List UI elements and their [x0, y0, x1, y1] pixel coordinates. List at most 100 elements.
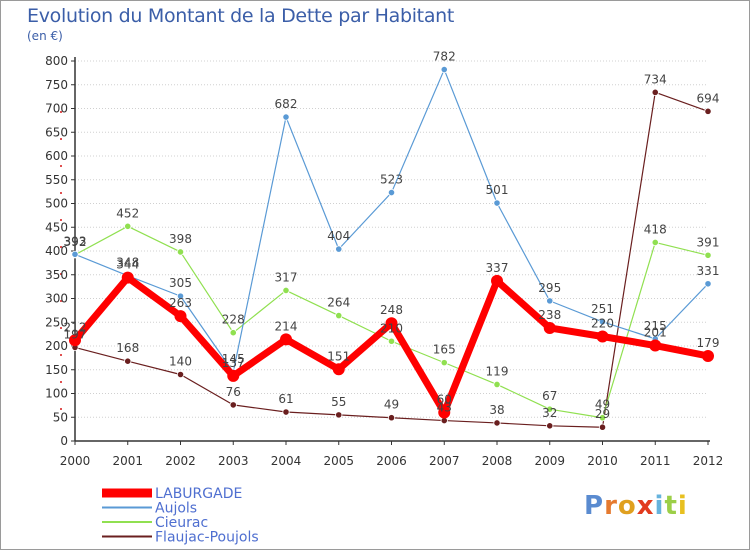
data-label-flaujac-poujols: 32	[542, 406, 557, 420]
data-point-cieurac	[282, 286, 290, 295]
x-tick-label: 2001	[112, 454, 143, 468]
data-label-laburgade: 344	[116, 258, 139, 272]
data-point-cieurac	[493, 380, 501, 389]
data-label-cieurac: 165	[433, 343, 456, 357]
data-label-aujols: 682	[275, 97, 298, 111]
data-point-laburgade	[491, 274, 503, 287]
legend-label-aujols: Aujols	[155, 501, 197, 517]
y-tick-label: 750	[45, 78, 68, 92]
x-tick-label: 2009	[534, 454, 565, 468]
logo-letter: x	[636, 491, 655, 521]
x-tick-label: 2007	[429, 454, 460, 468]
axis-marker	[60, 408, 62, 410]
x-tick-label: 2002	[165, 454, 196, 468]
data-label-laburgade: 201	[644, 326, 667, 340]
data-point-flaujac-poujols	[704, 107, 712, 115]
data-label-laburgade: 179	[697, 336, 720, 350]
data-label-flaujac-poujols: 734	[644, 72, 667, 86]
y-tick-label: 450	[45, 220, 68, 234]
axis-marker	[60, 165, 62, 167]
data-label-laburgade: 212	[64, 320, 87, 334]
data-label-cieurac: 418	[644, 222, 667, 236]
y-tick-label: 200	[45, 339, 68, 353]
data-label-flaujac-poujols: 168	[116, 341, 139, 355]
data-point-flaujac-poujols	[229, 401, 237, 409]
data-label-aujols: 348	[116, 256, 139, 270]
data-point-laburgade	[280, 333, 292, 346]
data-point-aujols	[440, 65, 448, 74]
data-point-cieurac	[598, 414, 607, 422]
y-tick-label: 500	[45, 197, 68, 211]
logo-letter: t	[664, 491, 678, 521]
data-point-aujols	[176, 292, 185, 300]
logo-letter: o	[617, 491, 637, 521]
logo-letter: i	[677, 491, 688, 521]
data-point-flaujac-poujols	[493, 419, 501, 427]
data-point-laburgade	[596, 330, 609, 343]
data-point-laburgade	[174, 310, 187, 323]
y-tick-label: 50	[53, 410, 68, 424]
y-tick-label: 100	[45, 387, 68, 401]
data-label-cieurac: 67	[542, 389, 557, 403]
data-point-flaujac-poujols	[651, 88, 659, 96]
y-tick-label: 350	[45, 268, 68, 282]
data-label-flaujac-poujols: 29	[595, 407, 610, 421]
legend-label-flaujac-poujols: Flaujac-Poujols	[155, 530, 259, 546]
data-point-aujols	[335, 245, 343, 253]
data-label-cieurac: 228	[222, 313, 245, 327]
data-point-aujols	[704, 280, 712, 288]
data-point-aujols	[546, 297, 554, 305]
data-label-cieurac: 119	[486, 364, 509, 378]
data-label-laburgade: 238	[538, 308, 561, 322]
data-label-flaujac-poujols: 38	[489, 403, 504, 417]
data-label-aujols: 782	[433, 50, 456, 64]
axis-marker	[60, 219, 62, 221]
data-point-flaujac-poujols	[546, 422, 554, 430]
axis-marker	[60, 354, 62, 356]
data-point-cieurac	[651, 238, 659, 247]
data-point-laburgade	[121, 271, 134, 284]
data-point-laburgade	[438, 406, 451, 419]
axis-marker	[60, 327, 62, 329]
data-point-cieurac	[335, 311, 343, 320]
data-label-flaujac-poujols: 694	[697, 91, 720, 105]
data-label-laburgade: 214	[275, 319, 298, 333]
data-point-flaujac-poujols	[176, 370, 185, 379]
y-tick-label: 0	[60, 434, 68, 448]
x-tick-label: 2006	[376, 454, 407, 468]
logo-letter: i	[654, 491, 665, 521]
axis-marker	[60, 138, 62, 140]
data-label-laburgade: 151	[327, 349, 350, 363]
data-label-aujols: 215	[644, 319, 667, 333]
x-tick-label: 2011	[640, 454, 671, 468]
data-point-cieurac	[124, 222, 132, 230]
data-label-flaujac-poujols: 140	[169, 355, 192, 369]
data-point-aujols	[493, 199, 501, 207]
data-label-laburgade: 248	[380, 303, 403, 317]
data-label-flaujac-poujols: 55	[331, 395, 346, 409]
data-point-laburgade	[702, 349, 714, 362]
data-point-laburgade	[649, 339, 662, 352]
data-point-flaujac-poujols	[598, 423, 607, 431]
data-label-flaujac-poujols: 61	[278, 392, 293, 406]
data-point-flaujac-poujols	[335, 411, 343, 419]
data-point-aujols	[387, 188, 396, 197]
y-tick-label: 650	[45, 125, 68, 139]
data-label-aujols: 145	[222, 352, 245, 366]
data-point-aujols	[598, 318, 607, 326]
y-tick-label: 700	[45, 102, 68, 116]
axis-marker	[60, 246, 62, 248]
series-line-flaujac-poujols	[74, 91, 709, 428]
data-point-laburgade	[332, 363, 345, 376]
data-point-cieurac	[704, 251, 712, 259]
chart-title: Evolution du Montant de la Dette par Hab…	[27, 5, 455, 27]
data-point-laburgade	[69, 334, 81, 347]
axis-marker	[60, 192, 62, 194]
data-point-cieurac	[387, 337, 396, 345]
data-label-laburgade: 220	[591, 317, 614, 331]
data-point-laburgade	[543, 321, 556, 334]
data-label-flaujac-poujols: 49	[384, 398, 399, 412]
axis-marker	[60, 273, 62, 275]
data-label-aujols: 305	[169, 276, 192, 290]
